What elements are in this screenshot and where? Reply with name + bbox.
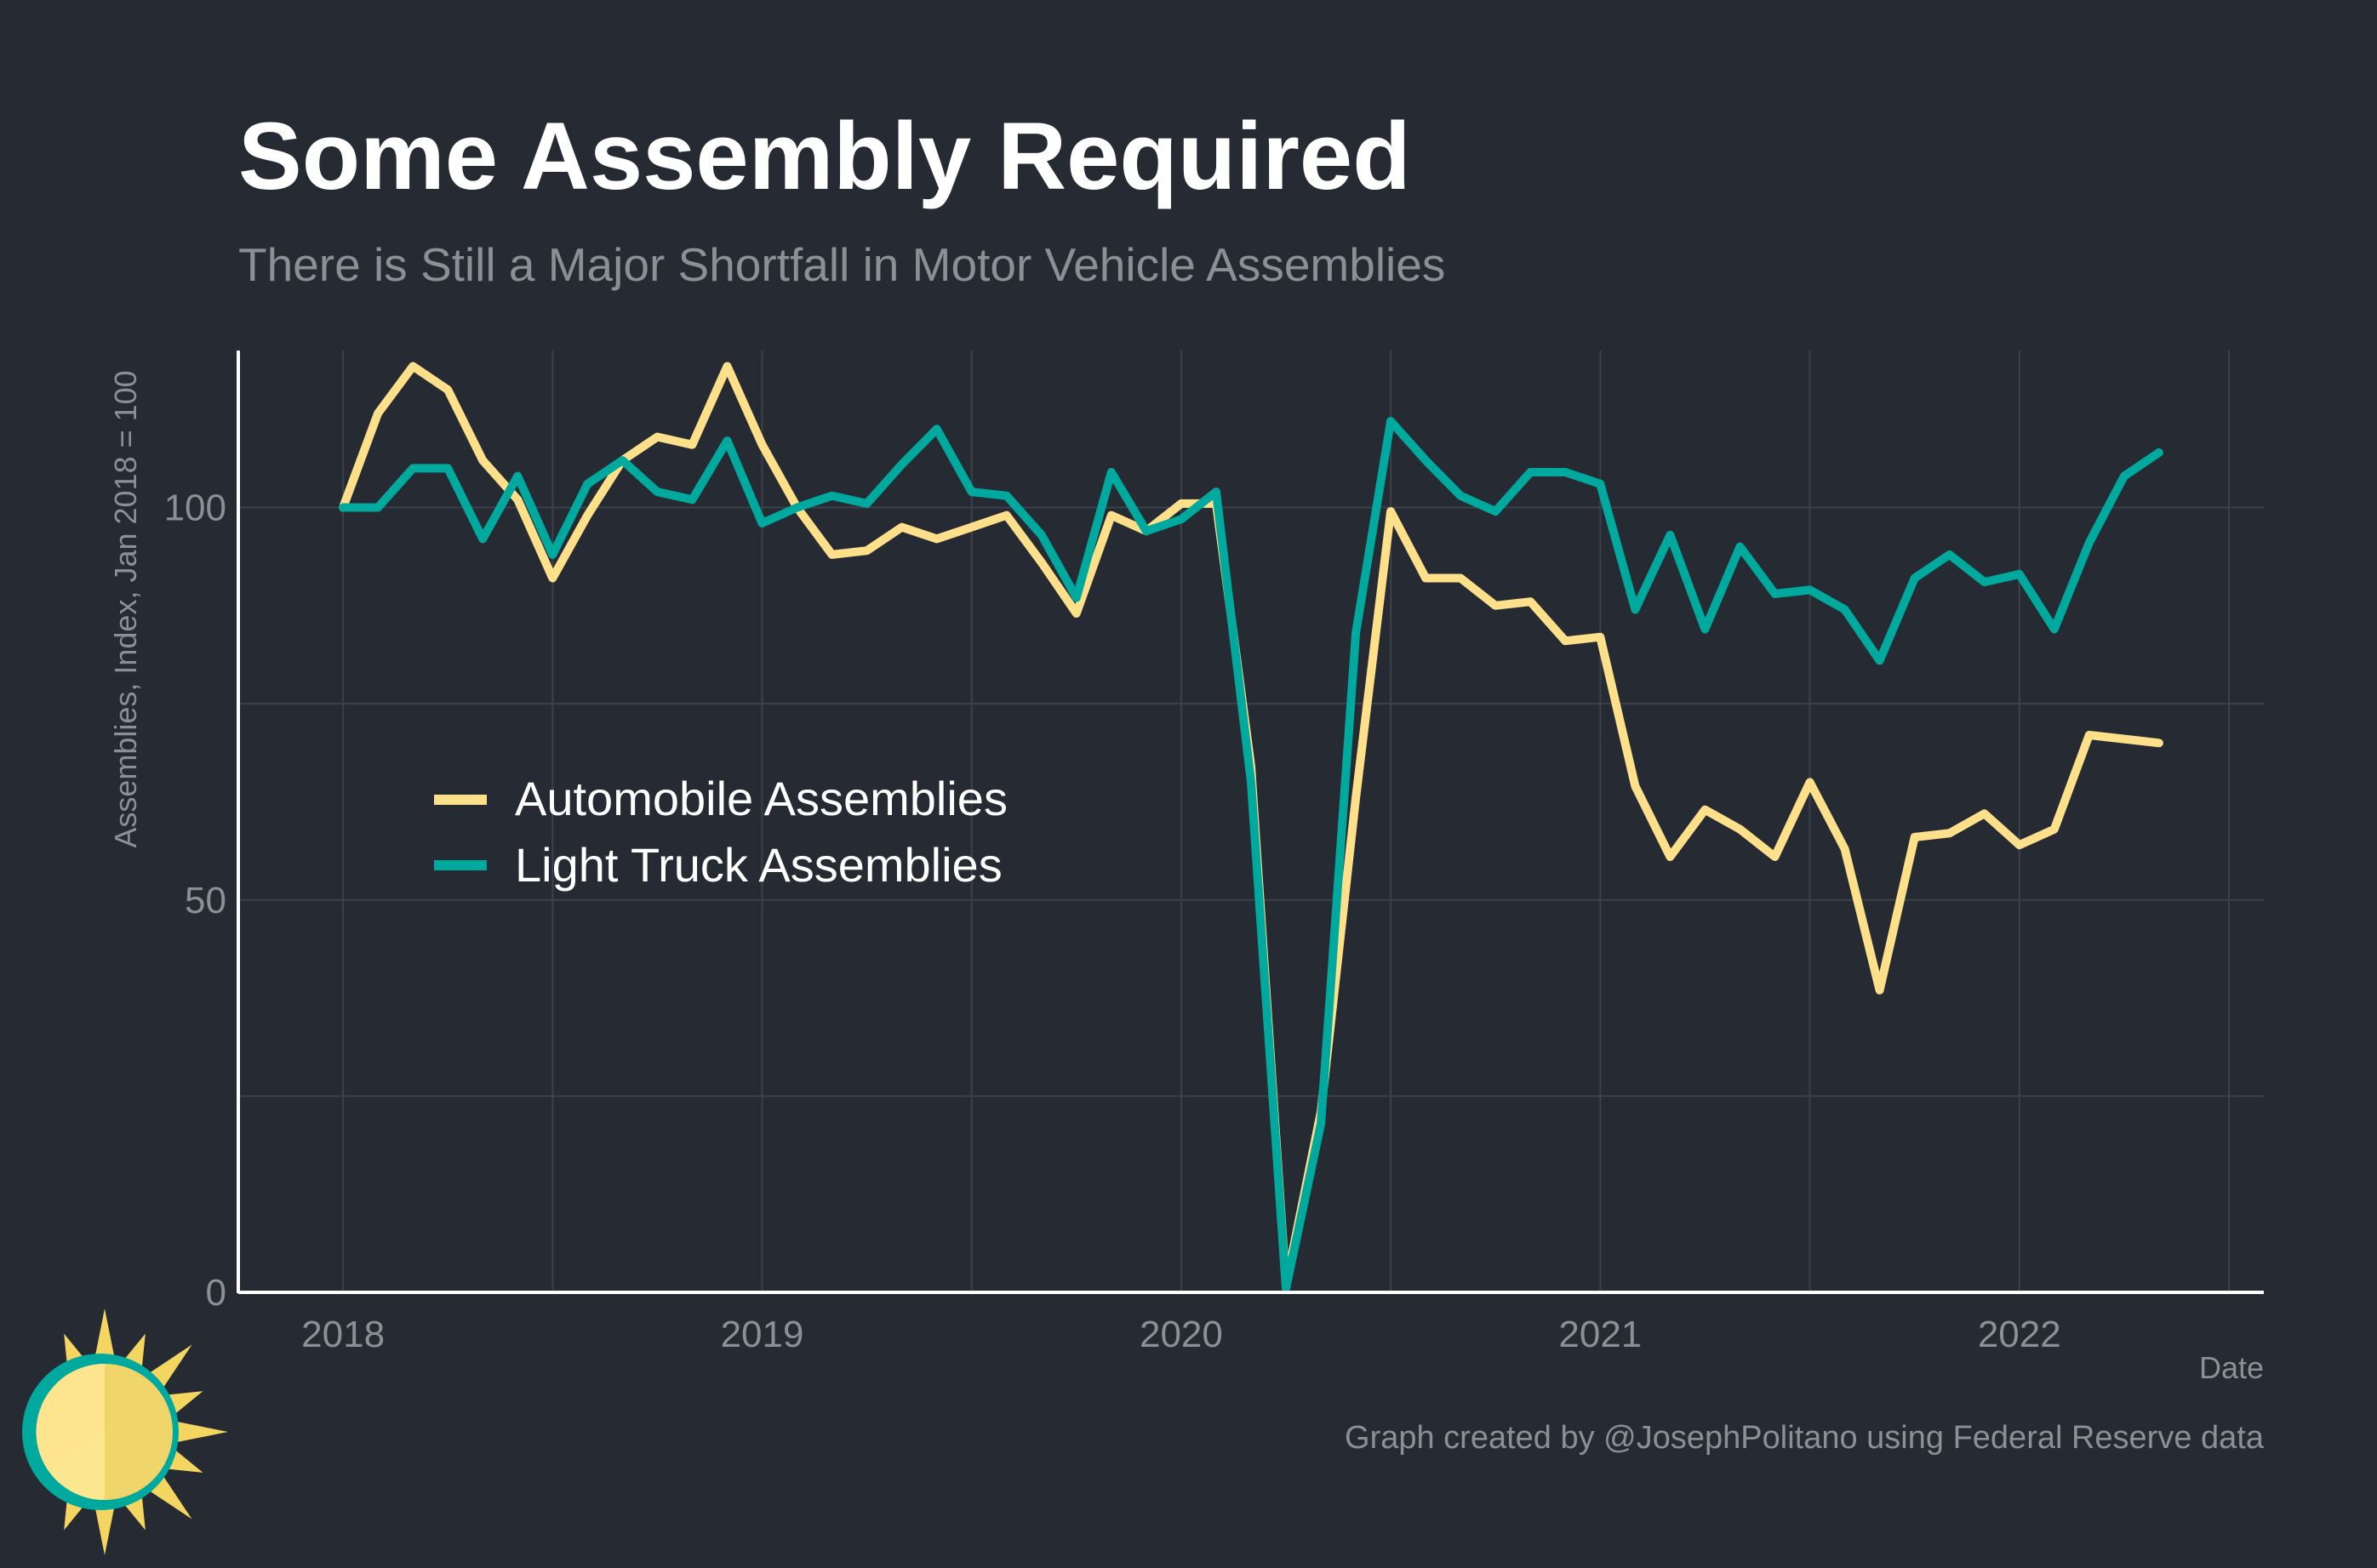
y-tick-label: 0: [206, 1272, 226, 1314]
x-tick-label: 2018: [301, 1314, 385, 1355]
source-caption: Graph created by @JosephPolitano using F…: [1345, 1420, 2265, 1456]
y-tick-label: 100: [164, 488, 226, 529]
sun-logo-icon: [22, 1309, 228, 1555]
legend-label-automobile: Automobile Assemblies: [515, 772, 1008, 825]
grid: [238, 351, 2264, 1293]
x-axis-label: Date: [2199, 1350, 2264, 1385]
x-tick-label: 2019: [721, 1314, 804, 1355]
light-truck-line: [339, 417, 2163, 1293]
legend-label-light-truck: Light Truck Assemblies: [515, 838, 1003, 892]
y-tick-label: 50: [185, 880, 226, 921]
x-tick-label: 2022: [1978, 1314, 2061, 1355]
chart-title: Some Assembly Required: [238, 103, 1411, 209]
axes: [237, 351, 2264, 1294]
chart-subtitle: There is Still a Major Shortfall in Moto…: [238, 238, 1445, 291]
tick-labels: 0 50 100 2018 2019 2020 2021 2022: [164, 488, 2061, 1356]
x-tick-label: 2020: [1140, 1314, 1223, 1355]
x-tick-label: 2021: [1558, 1314, 1642, 1355]
legend: Automobile Assemblies Light Truck Assemb…: [434, 772, 1008, 892]
y-axis-label: Assemblies, Index, Jan 2018 = 100: [108, 370, 143, 847]
series-lines: [339, 362, 2163, 1293]
